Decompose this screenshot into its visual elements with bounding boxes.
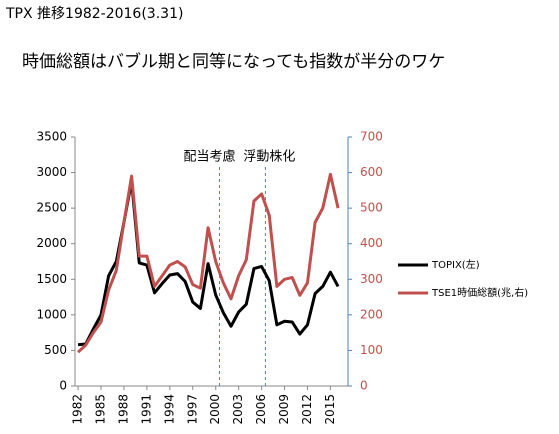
x-tick-label: 1997 bbox=[185, 394, 199, 425]
x-tick-label: 1988 bbox=[116, 394, 130, 425]
x-tick-label: 1985 bbox=[94, 394, 108, 425]
x-tick-label: 2000 bbox=[208, 394, 222, 425]
chart-subtitle: 時価総額はバブル期と同等になっても指数が半分のワケ bbox=[22, 51, 445, 72]
y2-tick-label: 200 bbox=[360, 307, 383, 321]
series-line bbox=[77, 172, 340, 354]
y2-tick-label: 400 bbox=[360, 236, 383, 250]
annotation: 浮動株化 bbox=[243, 150, 295, 165]
legend-label: TOPIX(左) bbox=[431, 258, 480, 271]
chart-title: TPX 推移1982-2016(3.31) bbox=[5, 6, 183, 22]
y2-tick-label: 0 bbox=[360, 379, 368, 393]
y-tick-label: 500 bbox=[44, 343, 67, 357]
y-tick-label: 3000 bbox=[36, 165, 67, 179]
y2-tick-label: 600 bbox=[360, 165, 383, 179]
x-tick-label: 2003 bbox=[231, 394, 245, 425]
annotation: 配当考慮 bbox=[184, 150, 236, 165]
x-tick-label: 2006 bbox=[254, 394, 268, 425]
y-tick-label: 1500 bbox=[36, 272, 67, 286]
y2-tick-label: 700 bbox=[360, 130, 383, 144]
x-tick-label: 2012 bbox=[300, 394, 314, 425]
y-tick-label: 3500 bbox=[36, 130, 67, 144]
x-tick-label: 2009 bbox=[277, 394, 291, 425]
y2-tick-label: 100 bbox=[360, 343, 383, 357]
y-tick-label: 0 bbox=[59, 379, 67, 393]
x-tick-label: 2015 bbox=[323, 394, 337, 425]
y2-tick-label: 500 bbox=[360, 201, 383, 215]
y-tick-label: 2000 bbox=[36, 236, 67, 250]
x-tick-label: 1991 bbox=[139, 394, 153, 425]
legend-label: TSE1時価総額(兆,右) bbox=[431, 286, 528, 299]
y-tick-label: 1000 bbox=[36, 307, 67, 321]
y2-tick-label: 300 bbox=[360, 272, 383, 286]
y-tick-label: 2500 bbox=[36, 201, 67, 215]
x-tick-label: 1982 bbox=[71, 394, 85, 425]
x-tick-label: 1994 bbox=[162, 394, 176, 425]
